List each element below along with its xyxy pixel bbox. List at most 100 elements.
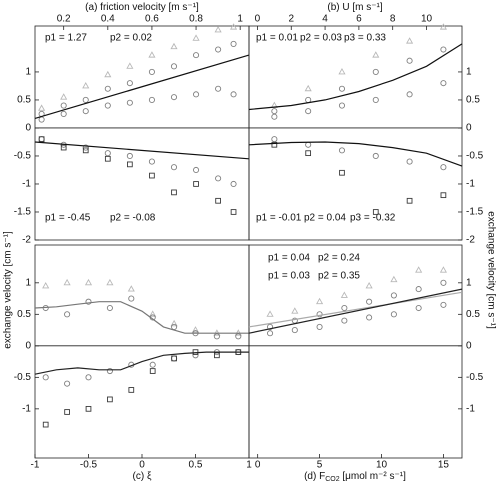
point-square xyxy=(149,172,155,179)
point-triangle xyxy=(266,310,274,317)
point-circle xyxy=(440,279,447,286)
x-tick-label: 0 xyxy=(255,460,261,471)
x-tick-label: 4 xyxy=(322,14,328,25)
y-tick-label: -0.5 xyxy=(466,151,484,162)
panel: -2-1.5-1-0.500.510 2 4 6 8 10(b) U [m s⁻¹]p1 … xyxy=(248,2,484,246)
point-square xyxy=(339,169,345,176)
point-circle xyxy=(193,52,200,59)
fit-annotation: p3 = -0.32 xyxy=(350,213,396,224)
point-circle xyxy=(193,91,200,98)
point-circle xyxy=(338,85,346,92)
point-triangle xyxy=(340,291,348,298)
point-circle xyxy=(215,175,222,182)
x-tick-label: 0.6 xyxy=(145,14,159,25)
point-circle xyxy=(267,330,274,337)
fit-line xyxy=(34,54,250,119)
point-circle xyxy=(338,102,346,109)
point-triangle xyxy=(84,278,93,286)
x-tick-label: 10 xyxy=(376,460,388,471)
point-circle xyxy=(341,317,348,324)
y-tick-label: -1.5 xyxy=(14,207,32,218)
point-triangle xyxy=(148,51,156,58)
point-triangle xyxy=(214,26,222,33)
x-tick-label: 6 xyxy=(356,14,362,25)
point-square xyxy=(171,189,177,196)
point-square xyxy=(38,136,45,143)
point-circle xyxy=(366,314,373,321)
point-circle xyxy=(193,166,200,174)
y-tick-label: -0.5 xyxy=(14,372,32,383)
x-tick-label: 0.2 xyxy=(57,14,71,25)
point-circle xyxy=(106,367,113,375)
x-tick-label: -0.5 xyxy=(80,460,98,471)
fit-annotation: p3 = 0.33 xyxy=(344,33,386,44)
point-circle xyxy=(372,96,379,103)
point-circle xyxy=(149,361,156,368)
point-triangle xyxy=(82,82,90,89)
x-tick-label: 15 xyxy=(438,460,450,471)
y-tick-label: -1 xyxy=(466,179,475,190)
y-tick-label: 0.5 xyxy=(17,309,31,320)
plot-frame xyxy=(248,25,463,241)
point-triangle xyxy=(439,266,447,273)
point-circle xyxy=(440,46,447,53)
point-square xyxy=(271,141,278,148)
plot-frame xyxy=(34,25,250,241)
point-circle xyxy=(128,295,135,302)
point-circle xyxy=(235,333,242,340)
y-tick-label: 0.5 xyxy=(17,95,31,106)
x-tick-label: 0.4 xyxy=(101,14,115,25)
x-tick-label: 0.5 xyxy=(189,460,203,471)
x-tick-label: 1 xyxy=(246,460,252,471)
point-circle xyxy=(390,292,397,299)
point-circle xyxy=(316,311,323,318)
fit-annotation: p2 = 0.35 xyxy=(318,271,360,282)
point-circle xyxy=(38,116,45,123)
x-tick-label: 8 xyxy=(390,14,396,25)
point-circle xyxy=(230,40,237,47)
point-circle xyxy=(372,152,379,160)
fit-annotation: p2 = 0.24 xyxy=(318,253,360,264)
y-tick-label: 0 xyxy=(25,340,31,351)
axis-title: (a) friction velocity [m s⁻¹] xyxy=(85,2,199,13)
point-circle xyxy=(316,323,323,330)
fit-annotation: p2 = 0.04 xyxy=(304,213,346,224)
point-square xyxy=(214,352,220,359)
point-square xyxy=(171,355,177,362)
x-tick-label: 1 xyxy=(237,14,243,25)
point-triangle xyxy=(316,297,324,305)
point-circle xyxy=(82,108,89,115)
fit-annotation: p2 = -0.08 xyxy=(110,213,156,224)
point-square xyxy=(42,421,49,428)
point-circle xyxy=(305,108,312,115)
point-triangle xyxy=(229,23,238,30)
point-circle xyxy=(230,180,237,188)
point-square xyxy=(406,197,413,204)
point-circle xyxy=(170,63,178,70)
point-square xyxy=(193,181,199,187)
point-circle xyxy=(38,136,45,143)
point-square xyxy=(128,387,135,393)
point-circle xyxy=(64,380,71,387)
x-tick-label: 5 xyxy=(317,460,323,471)
point-circle xyxy=(440,80,447,87)
point-circle xyxy=(372,68,379,75)
y-tick-label: 0 xyxy=(466,123,472,134)
point-circle xyxy=(171,355,178,362)
y-tick-label: 0 xyxy=(25,123,31,134)
point-circle xyxy=(366,298,373,305)
point-triangle xyxy=(170,42,178,50)
point-circle xyxy=(104,150,111,157)
y-tick-label: -0.5 xyxy=(14,151,32,162)
y-tick-label: 0.5 xyxy=(466,309,480,320)
point-circle xyxy=(64,311,71,318)
point-triangle xyxy=(170,319,178,327)
point-square xyxy=(215,197,221,204)
y-tick-label: -1 xyxy=(22,179,31,190)
point-circle xyxy=(215,46,222,53)
point-circle xyxy=(271,113,278,120)
axis-title: (c) ξ xyxy=(133,471,152,482)
point-square xyxy=(127,161,133,168)
point-triangle xyxy=(191,326,200,333)
